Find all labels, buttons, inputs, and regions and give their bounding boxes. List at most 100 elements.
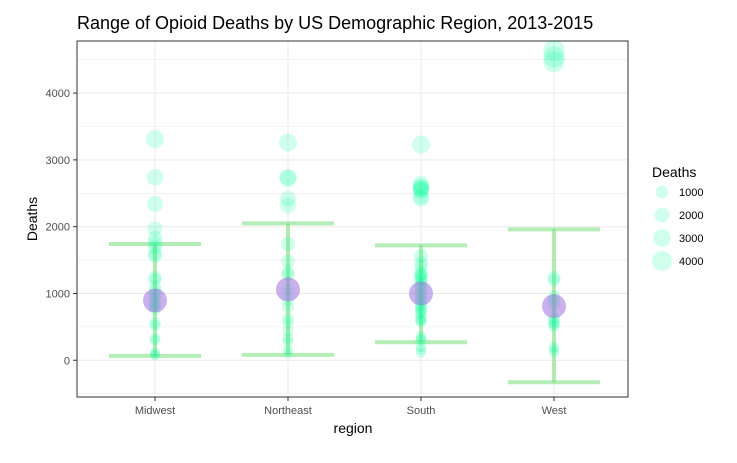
- legend-label: 4000: [679, 256, 703, 268]
- data-point: [548, 344, 560, 355]
- data-point: [148, 270, 162, 284]
- x-tick-label: South: [407, 405, 436, 417]
- data-point: [411, 135, 431, 154]
- data-point: [415, 313, 427, 325]
- mean-point: [409, 281, 433, 306]
- data-point: [148, 272, 162, 286]
- data-point: [146, 168, 164, 186]
- data-point: [415, 333, 427, 345]
- y-tick-label: 1000: [46, 288, 70, 300]
- data-point: [415, 314, 427, 326]
- data-point: [548, 341, 560, 353]
- data-point: [412, 181, 430, 198]
- data-point: [148, 249, 162, 264]
- y-tick-label: 3000: [46, 155, 70, 167]
- x-axis-title: region: [334, 420, 373, 436]
- data-point: [149, 334, 161, 346]
- data-point: [282, 325, 294, 337]
- data-point: [412, 182, 430, 199]
- data-point: [412, 178, 430, 195]
- data-point: [548, 347, 560, 358]
- legend-key: [654, 207, 670, 223]
- data-point: [415, 344, 427, 355]
- data-point: [415, 302, 427, 315]
- data-point: [412, 175, 430, 193]
- data-point: [414, 271, 428, 285]
- data-point: [543, 39, 565, 62]
- data-point: [279, 168, 297, 186]
- data-point: [414, 268, 428, 282]
- x-tick-label: Northeast: [264, 405, 312, 417]
- data-point: [282, 317, 294, 329]
- mean-point: [143, 288, 167, 313]
- data-point: [282, 332, 294, 344]
- legend-label: 1000: [679, 187, 703, 199]
- data-point: [149, 349, 161, 360]
- y-tick-label: 0: [64, 355, 70, 367]
- y-axis: 0 1000 2000 3000 4000: [46, 88, 77, 367]
- data-point: [415, 347, 427, 359]
- data-point: [282, 336, 294, 347]
- data-point: [543, 46, 565, 68]
- data-point: [415, 315, 427, 328]
- y-axis-title: Deaths: [24, 197, 40, 241]
- data-point: [149, 350, 161, 361]
- data-point: [149, 317, 161, 329]
- data-point: [414, 249, 428, 264]
- legend-label: 3000: [679, 233, 703, 245]
- legend-label: 2000: [679, 210, 703, 222]
- data-point: [412, 190, 430, 207]
- chart-title: Range of Opioid Deaths by US Demographic…: [77, 13, 593, 33]
- data-point: [415, 306, 427, 319]
- y-tick-label: 4000: [46, 88, 70, 100]
- data-point: [415, 330, 427, 342]
- data-point: [147, 221, 163, 237]
- data-point: [548, 318, 560, 330]
- x-axis: Midwest Northeast South West: [135, 397, 567, 417]
- data-point: [547, 270, 561, 284]
- data-point: [149, 332, 161, 344]
- legend-key: [652, 251, 672, 271]
- plot-panel: [77, 41, 628, 397]
- data-point: [145, 130, 165, 149]
- data-point: [149, 319, 161, 332]
- data-point: [414, 266, 428, 280]
- data-point: [282, 348, 294, 359]
- data-point: [282, 345, 294, 356]
- data-point: [280, 236, 296, 252]
- data-point: [279, 190, 297, 207]
- data-point: [414, 255, 428, 270]
- data-point: [415, 341, 427, 353]
- legend-key: [653, 229, 671, 247]
- data-point: [414, 260, 428, 274]
- mean-point: [542, 294, 566, 319]
- data-point: [548, 320, 560, 332]
- data-point: [412, 179, 430, 197]
- data-point: [147, 240, 163, 255]
- data-point: [281, 265, 295, 279]
- legend-title: Deaths: [652, 164, 696, 180]
- legend: Deaths 1000 2000 3000 4000: [652, 164, 703, 271]
- data-point: [547, 273, 561, 287]
- data-point: [548, 317, 560, 329]
- data-point: [278, 133, 298, 152]
- data-point: [414, 269, 428, 283]
- panel-border: [76, 40, 629, 398]
- means-layer: [143, 277, 566, 319]
- data-point: [282, 313, 294, 325]
- data-point: [281, 254, 295, 269]
- data-point: [147, 230, 163, 246]
- data-point: [148, 246, 162, 261]
- data-point: [279, 170, 297, 187]
- data-point: [149, 347, 161, 358]
- data-point: [412, 188, 430, 205]
- data-point: [415, 304, 427, 317]
- y-tick-label: 2000: [46, 222, 70, 234]
- data-point: [280, 197, 296, 214]
- data-point: [147, 235, 163, 250]
- data-point: [415, 308, 427, 321]
- mean-point: [276, 277, 300, 302]
- x-tick-label: West: [542, 405, 567, 417]
